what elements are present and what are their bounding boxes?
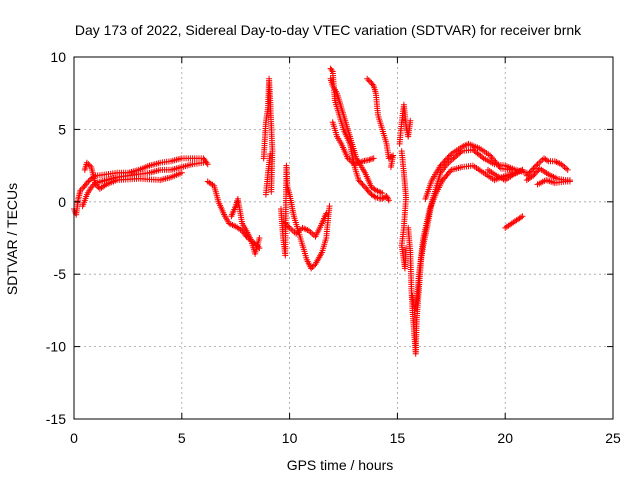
data-point	[85, 178, 92, 185]
x-tick-label: 10	[282, 430, 298, 446]
x-axis-title: GPS time / hours	[287, 457, 394, 473]
x-tick-labels: 0 5 10 15 20 25	[70, 430, 621, 446]
data-point	[358, 180, 365, 186]
data-point	[440, 159, 447, 166]
data-point	[508, 166, 515, 173]
chart-title: Day 173 of 2022, Sidereal Day-to-day VTE…	[75, 22, 582, 38]
data-point	[530, 172, 537, 179]
y-tick-label: -10	[46, 339, 66, 355]
data-point	[529, 166, 536, 173]
data-point	[407, 117, 414, 124]
data-point	[387, 164, 394, 170]
y-tick-label: 0	[58, 194, 66, 210]
data-point	[532, 169, 539, 176]
y-axis-title: SDTVAR / TECUs	[4, 183, 20, 295]
data-point	[323, 210, 330, 217]
data-point	[365, 188, 372, 195]
data-point	[371, 193, 378, 200]
x-tick-label: 0	[70, 430, 78, 446]
plot-frame	[73, 56, 614, 420]
data-point	[543, 157, 550, 164]
data-point	[204, 161, 211, 168]
x-tick-label: 25	[605, 430, 621, 446]
data-point	[445, 153, 452, 160]
data-point	[566, 178, 573, 185]
data-point	[526, 169, 533, 176]
data-point	[364, 75, 371, 82]
data-point	[519, 213, 526, 220]
data-point	[365, 77, 372, 84]
data-point	[531, 164, 538, 170]
data-point	[355, 177, 362, 184]
y-tick-label: 10	[50, 49, 66, 65]
x-tick-label: 5	[178, 430, 186, 446]
data-point	[86, 162, 93, 169]
data-point	[442, 156, 449, 163]
data-point	[519, 166, 526, 173]
y-tick-labels: -15 -10 -5 0 5 10	[46, 49, 66, 427]
y-tick-label: 5	[58, 121, 66, 137]
data-point	[256, 235, 263, 241]
data-point	[533, 162, 540, 169]
y-tick-label: -15	[46, 411, 66, 427]
data-point	[371, 186, 378, 193]
data-point	[379, 190, 386, 197]
data-point	[85, 161, 92, 168]
data-point	[326, 203, 333, 210]
data-point	[437, 162, 444, 169]
x-tick-label: 20	[497, 430, 513, 446]
grid-layer	[74, 57, 613, 419]
x-tick-label: 15	[390, 430, 406, 446]
y-tick-label: -5	[54, 266, 67, 282]
data-point	[564, 166, 571, 173]
data-point	[94, 182, 100, 189]
data-point	[178, 169, 185, 176]
data-point	[268, 188, 275, 195]
data-point	[267, 151, 274, 157]
data-point	[518, 214, 524, 221]
data-point	[200, 159, 207, 166]
data-point	[360, 182, 367, 189]
data-point	[370, 155, 377, 162]
data-point	[444, 155, 451, 162]
data-point	[328, 67, 335, 73]
data-points-layer	[71, 65, 573, 357]
data-point	[385, 197, 392, 204]
data-point	[308, 265, 315, 272]
ticks-layer	[73, 56, 614, 420]
